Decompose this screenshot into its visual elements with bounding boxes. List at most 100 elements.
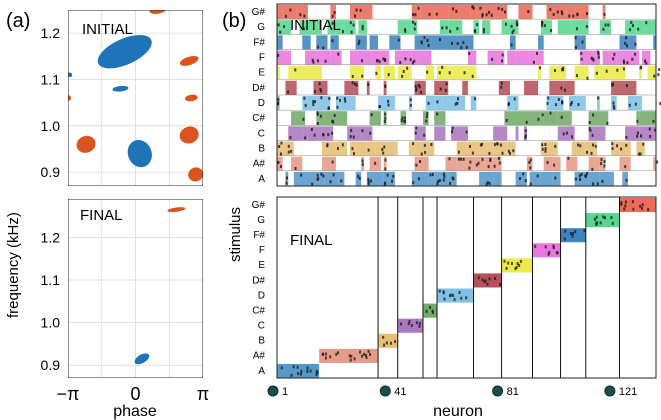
- response-cell: [639, 126, 642, 141]
- response-cell: [285, 80, 297, 95]
- response-cell: [420, 5, 435, 20]
- spike-mark: [488, 277, 491, 281]
- spike-mark: [420, 41, 423, 45]
- response-cell: [585, 65, 589, 80]
- spike-mark: [340, 179, 343, 183]
- spike-mark: [423, 143, 426, 147]
- response-cell: [434, 5, 449, 20]
- panel-b-label: (b): [222, 10, 246, 32]
- spike-mark: [593, 217, 596, 221]
- spike-mark: [574, 36, 577, 40]
- response-cell: [495, 5, 508, 20]
- spike-mark: [631, 57, 634, 61]
- response-cell: [299, 65, 308, 80]
- response-cell: [316, 80, 328, 95]
- response-cell: [616, 50, 623, 65]
- response-cell: [479, 141, 488, 156]
- spike-mark: [411, 20, 414, 24]
- spike-mark: [344, 99, 347, 103]
- spike-mark: [327, 133, 330, 137]
- spike-mark: [400, 322, 403, 326]
- response-cell: [434, 171, 443, 186]
- spike-mark: [316, 173, 319, 177]
- spike-mark: [320, 172, 323, 176]
- response-cell: [386, 141, 398, 156]
- spike-mark: [316, 112, 319, 116]
- response-cell: [372, 171, 384, 186]
- spike-mark: [519, 259, 522, 263]
- spike-mark: [302, 27, 305, 31]
- neuron-axis-label: neuron: [433, 403, 483, 420]
- response-cell: [288, 65, 300, 80]
- spike-mark: [431, 173, 434, 177]
- spike-mark: [562, 66, 565, 70]
- response-cell: [417, 80, 426, 95]
- spike-mark: [302, 117, 305, 121]
- spike-mark: [524, 179, 527, 183]
- response-cell: [622, 50, 626, 65]
- spike-mark: [544, 147, 547, 151]
- heatmap-frame: [276, 196, 657, 379]
- response-cell: [355, 141, 367, 156]
- tuned-block: [437, 288, 474, 303]
- spike-mark: [277, 101, 280, 105]
- spike-mark: [425, 119, 428, 123]
- spike-mark: [620, 200, 623, 204]
- spike-mark: [363, 352, 366, 356]
- response-cell: [507, 96, 513, 111]
- spike-mark: [415, 126, 418, 130]
- spike-mark: [376, 59, 379, 63]
- spike-mark: [462, 41, 465, 45]
- response-cell: [465, 156, 474, 171]
- response-cell: [414, 35, 426, 50]
- response-cell: [490, 50, 505, 65]
- response-cell: [341, 20, 345, 35]
- spike-mark: [412, 181, 415, 185]
- spike-mark: [616, 144, 619, 148]
- spike-mark: [312, 60, 315, 64]
- response-cell: [467, 141, 480, 156]
- spike-mark: [442, 291, 445, 295]
- spike-mark: [324, 59, 327, 63]
- response-cell: [425, 65, 435, 80]
- response-cell: [282, 141, 294, 156]
- spike-mark: [649, 135, 652, 139]
- response-cell: [653, 35, 656, 50]
- spike-mark: [385, 341, 388, 345]
- stimulus-row-label: G: [257, 215, 265, 226]
- response-cell: [549, 96, 561, 111]
- spike-mark: [604, 216, 607, 220]
- response-cell: [313, 171, 317, 186]
- response-cell: [462, 156, 466, 171]
- response-cell: [321, 156, 331, 171]
- spike-mark: [510, 24, 513, 28]
- spike-mark: [535, 51, 538, 55]
- response-cell: [422, 111, 429, 126]
- response-cell: [422, 141, 435, 156]
- spike-mark: [456, 42, 459, 46]
- spike-mark: [574, 45, 577, 49]
- spike-mark: [626, 61, 629, 65]
- response-cell: [305, 171, 314, 186]
- y-tick-label: 1.1: [41, 272, 61, 288]
- spike-mark: [463, 71, 466, 75]
- spike-mark: [420, 90, 423, 94]
- spike-mark: [427, 43, 430, 47]
- spike-mark: [386, 173, 389, 177]
- spike-mark: [547, 252, 550, 256]
- spike-mark: [586, 172, 589, 176]
- response-cell: [540, 171, 553, 186]
- spike-mark: [397, 38, 400, 42]
- spike-mark: [384, 158, 387, 162]
- spike-mark: [600, 161, 603, 165]
- response-cell: [484, 5, 496, 20]
- response-cell: [605, 111, 609, 126]
- spike-mark: [333, 113, 336, 117]
- spike-mark: [519, 177, 522, 181]
- spike-mark: [311, 182, 314, 186]
- spike-mark: [326, 144, 329, 148]
- response-cell: [456, 141, 468, 156]
- spike-mark: [453, 297, 456, 301]
- spike-mark: [431, 310, 434, 314]
- spike-mark: [403, 116, 406, 120]
